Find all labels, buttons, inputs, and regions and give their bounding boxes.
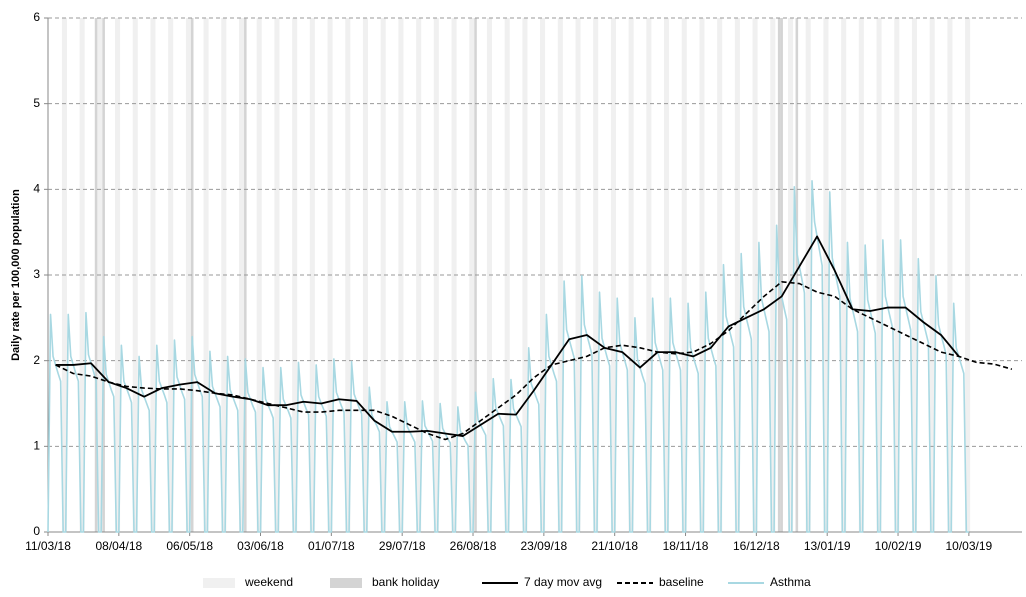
x-tick-label: 06/05/18 (166, 539, 213, 553)
legend-label: 7 day mov avg (524, 575, 602, 589)
weekend-band (504, 18, 510, 532)
weekend-band (575, 18, 581, 532)
bank-holiday-band (780, 18, 783, 532)
y-tick-label: 6 (33, 10, 40, 24)
bank-holiday-band (190, 18, 194, 532)
series-line (47, 179, 969, 533)
x-tick-label: 08/04/18 (95, 539, 142, 553)
bank-holiday-band (795, 18, 799, 532)
y-tick-label: 4 (33, 182, 40, 196)
x-tick-label: 18/11/18 (663, 539, 709, 553)
y-tick-label: 3 (33, 267, 40, 281)
weekend-band (239, 18, 245, 532)
weekend-band (274, 18, 280, 532)
weekend-band (947, 18, 953, 532)
x-tick-label: 21/10/18 (591, 539, 638, 553)
weekend-band (416, 18, 422, 532)
legend-label: Asthma (770, 575, 811, 589)
weekend-band (380, 18, 386, 532)
y-tick-label: 2 (33, 353, 40, 367)
weekend-band (841, 18, 847, 532)
x-tick-label: 03/06/18 (237, 539, 284, 553)
weekend-band (646, 18, 652, 532)
y-tick-label: 5 (33, 96, 40, 110)
weekend-band (805, 18, 811, 532)
bank-holiday-band (94, 18, 98, 532)
weekend-band (79, 18, 85, 532)
weekend-band (309, 18, 315, 532)
legend-swatch (203, 578, 235, 588)
bank-holiday-band (102, 18, 105, 532)
weekend-band (115, 18, 121, 532)
y-tick-label: 0 (33, 524, 40, 538)
x-tick-label: 10/02/19 (875, 539, 922, 553)
x-tick-label: 26/08/18 (450, 539, 497, 553)
x-tick-label: 13/01/19 (804, 539, 851, 553)
weekend-band (876, 18, 882, 532)
weekend-band (717, 18, 723, 532)
y-axis-label: Daily rate per 100,000 population (10, 189, 22, 361)
x-tick-label: 23/09/18 (520, 539, 567, 553)
legend-label: bank holiday (372, 575, 439, 589)
weekend-band (203, 18, 209, 532)
legend-label: baseline (659, 575, 704, 589)
weekend-band (345, 18, 351, 532)
weekend-band (911, 18, 918, 532)
x-tick-label: 29/07/18 (379, 539, 426, 553)
legend-swatch (330, 578, 362, 588)
x-tick-label: 16/12/18 (733, 539, 780, 553)
legend-label: weekend (244, 575, 293, 589)
x-tick-label: 01/07/18 (308, 539, 355, 553)
series-line (55, 235, 960, 437)
weekend-band (540, 18, 546, 532)
weekend-band (150, 18, 156, 532)
x-tick-label: 11/03/18 (25, 539, 71, 553)
y-tick-label: 1 (33, 439, 40, 453)
weekend-band (681, 18, 687, 532)
weekend-band (610, 18, 616, 532)
x-tick-label: 10/03/19 (946, 539, 993, 553)
